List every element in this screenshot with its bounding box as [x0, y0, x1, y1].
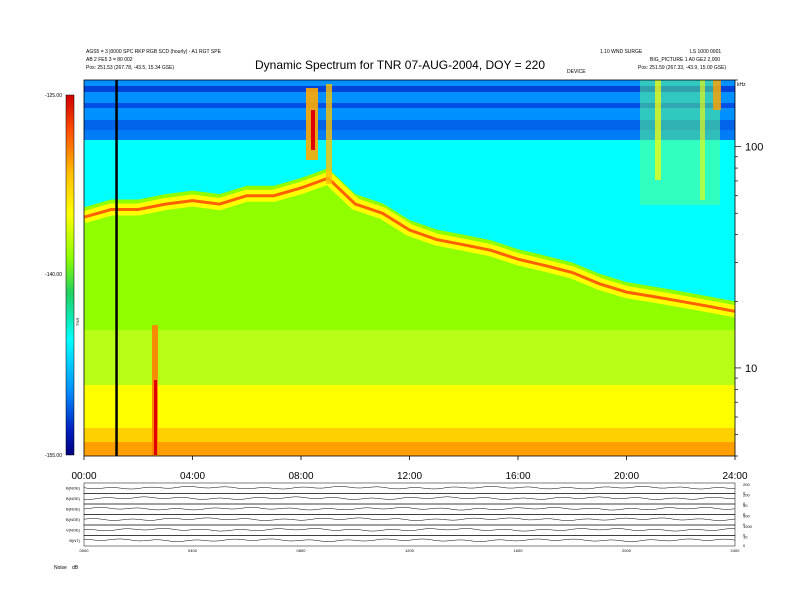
mini-series-line	[83, 528, 736, 532]
mini-panel	[83, 535, 736, 547]
header-right-line1: 1.10 WND SURGE	[600, 49, 643, 55]
chart-title: Dynamic Spectrum for TNR 07-AUG-2004, DO…	[254, 58, 545, 72]
x-tick-label: 24:00	[722, 471, 747, 482]
mini-x-tick-label: 0400	[188, 548, 198, 553]
colorbar	[65, 94, 75, 456]
mini-panel	[83, 482, 736, 494]
x-tick-label: 08:00	[288, 471, 313, 482]
y-axis-right: 10 100	[735, 79, 763, 457]
mini-x-tick-label: 2000	[622, 548, 632, 553]
header-left-pos: Pos: 251.53 (267.78, -43.5, 15.34 GSE)	[86, 65, 175, 71]
colorbar-tick-mid: -140.00	[45, 272, 62, 278]
mini-series-line	[83, 486, 736, 490]
x-tick-label: 16:00	[505, 471, 530, 482]
mini-series-line	[83, 507, 736, 511]
footer-unit: dB	[72, 565, 79, 571]
mini-series-tick: 1000	[743, 524, 753, 529]
y-tick-label: 100	[745, 142, 763, 154]
x-tick-label: 12:00	[397, 471, 422, 482]
mini-series-label: B(NOE)	[66, 485, 81, 490]
mini-series-tick: 0	[743, 522, 746, 527]
header-right-line3: BIG_PICTURE 1 A0 GE2 2,000	[650, 57, 721, 63]
mini-series-line	[83, 538, 736, 542]
x-tick-label: 20:00	[614, 471, 639, 482]
colorbar-tick-bottom: -155.00	[45, 453, 62, 459]
footer-label: Noise	[54, 565, 67, 571]
mini-x-tick-label: 0000	[80, 548, 90, 553]
mini-series-label: V(NOE)	[66, 527, 81, 532]
mini-series-tick: 0	[743, 491, 746, 496]
spectrogram	[84, 80, 735, 456]
mini-x-ticks: 0000 0400 0800 1200 1600 2000 2400	[80, 548, 741, 553]
x-axis: 00:00 04:00 08:00 12:00 16:00 20:00 24:00	[71, 456, 748, 482]
mini-series-label: B(NOE)	[66, 506, 81, 511]
header-left-line1: AGS5 = 3 |0000 SPC RKP RGB SCD (hourly) …	[86, 49, 221, 55]
x-tick-label: 00:00	[71, 471, 96, 482]
mini-series-line	[83, 496, 736, 500]
colorbar-tick-top: -125.00	[45, 93, 62, 99]
x-tick-label: 04:00	[180, 471, 205, 482]
y-tick-label: 10	[745, 363, 757, 375]
mini-series-label: B(NOE)	[66, 517, 81, 522]
mini-series-tick: 0	[743, 501, 746, 506]
mini-x-tick-label: 2400	[731, 548, 741, 553]
mini-series-tick: 200	[743, 493, 750, 498]
mini-panel	[83, 514, 736, 526]
header-left-line2: AB 2 FE5 3 = 80 002	[86, 57, 133, 63]
mini-series-label: B(NOE)	[66, 496, 81, 501]
mini-x-tick-label: 1200	[405, 548, 415, 553]
mini-panels: B(NOE)2000B(NOE)2000B(NOE)500B(NOE)5000V…	[66, 482, 753, 548]
colorbar-label: TNR	[75, 318, 80, 326]
mini-x-tick-label: 1600	[514, 548, 524, 553]
y-unit-label: kHz	[737, 82, 746, 88]
mini-series-tick: 0	[743, 512, 746, 517]
mini-series-tick: 10	[743, 535, 748, 540]
colorbar-ticks: -125.00 -140.00 -155.00 TNR	[45, 93, 80, 459]
mini-series-tick: 500	[743, 514, 750, 519]
mini-series-tick: 0	[743, 543, 746, 548]
mini-series-tick: 50	[743, 503, 748, 508]
mini-x-tick-label: 0800	[297, 548, 307, 553]
header-right-line2: LS 1000 0001	[690, 49, 722, 55]
mini-series-tick: 0	[743, 533, 746, 538]
header-center-small: DEVICE	[567, 69, 586, 75]
mini-panel	[83, 503, 736, 515]
mini-panel	[83, 493, 736, 505]
header-right-pos: Pos: 251.59 (267.33, -43.9, 15.00 GSE)	[638, 65, 727, 71]
mini-series-label: B(NT)	[69, 538, 80, 543]
mini-series-tick: 200	[743, 482, 750, 487]
mini-series-line	[83, 517, 736, 521]
